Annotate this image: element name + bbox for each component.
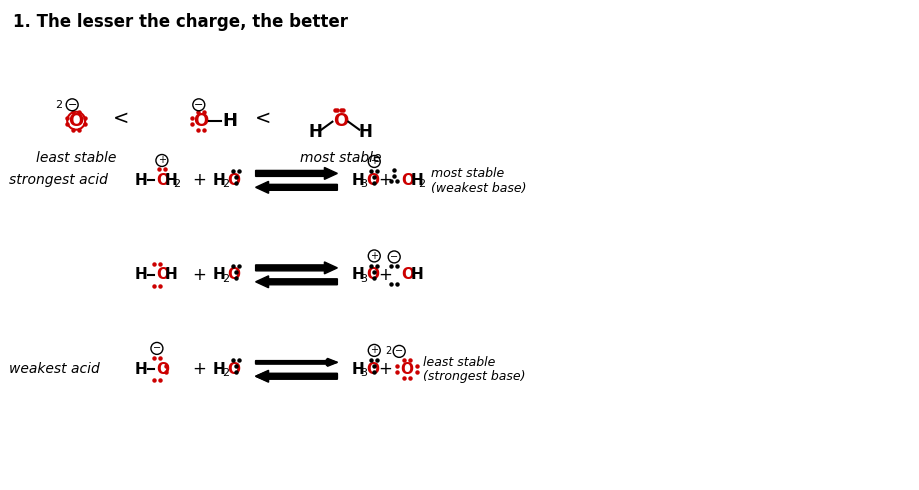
Text: least stable: least stable bbox=[423, 356, 495, 369]
Text: H: H bbox=[212, 362, 225, 377]
Text: <: < bbox=[255, 109, 270, 128]
Text: −: − bbox=[153, 343, 161, 353]
Text: (strongest base): (strongest base) bbox=[423, 370, 525, 383]
Text: least stable: least stable bbox=[36, 150, 116, 165]
Text: O: O bbox=[366, 268, 379, 282]
Text: 2: 2 bbox=[221, 368, 229, 378]
Text: 2: 2 bbox=[221, 274, 229, 284]
Text: most stable: most stable bbox=[431, 167, 504, 180]
Text: −: − bbox=[390, 252, 398, 262]
Polygon shape bbox=[255, 181, 337, 193]
Text: H: H bbox=[165, 268, 177, 282]
Text: H: H bbox=[222, 112, 237, 130]
Text: 3: 3 bbox=[360, 179, 367, 189]
Polygon shape bbox=[255, 262, 337, 274]
Text: 2: 2 bbox=[221, 179, 229, 189]
Text: 2: 2 bbox=[417, 179, 425, 189]
Text: most stable: most stable bbox=[300, 150, 380, 165]
Text: H: H bbox=[308, 122, 322, 141]
Text: O: O bbox=[228, 173, 241, 188]
Text: H: H bbox=[134, 362, 147, 377]
Text: −: − bbox=[394, 346, 403, 356]
Text: 2: 2 bbox=[173, 179, 180, 189]
Text: weakest acid: weakest acid bbox=[9, 362, 100, 376]
Text: O: O bbox=[228, 268, 241, 282]
Text: H: H bbox=[351, 362, 364, 377]
Text: +: + bbox=[378, 360, 391, 378]
Text: +: + bbox=[192, 172, 206, 189]
Text: +: + bbox=[378, 172, 391, 189]
Text: 2: 2 bbox=[55, 100, 62, 110]
Text: <: < bbox=[113, 109, 129, 128]
Text: H: H bbox=[134, 173, 147, 188]
Text: 3: 3 bbox=[360, 368, 367, 378]
Text: H: H bbox=[358, 122, 372, 141]
Text: H: H bbox=[351, 173, 364, 188]
Text: +: + bbox=[158, 155, 165, 166]
Polygon shape bbox=[255, 358, 337, 367]
Text: O: O bbox=[333, 112, 347, 130]
Text: +: + bbox=[192, 360, 206, 378]
Text: 2: 2 bbox=[384, 346, 391, 356]
Text: −: − bbox=[194, 100, 203, 110]
Text: O: O bbox=[155, 268, 169, 282]
Text: strongest acid: strongest acid bbox=[9, 173, 108, 187]
Text: 3: 3 bbox=[360, 274, 367, 284]
Text: O: O bbox=[68, 112, 84, 130]
Text: O: O bbox=[366, 362, 379, 377]
Text: −: − bbox=[67, 100, 77, 110]
Text: H: H bbox=[212, 268, 225, 282]
Text: O: O bbox=[155, 173, 169, 188]
Text: H: H bbox=[351, 268, 364, 282]
Text: O: O bbox=[401, 173, 414, 188]
Text: +: + bbox=[369, 251, 378, 261]
Text: O: O bbox=[155, 362, 169, 377]
Text: O: O bbox=[228, 362, 241, 377]
Text: (weakest base): (weakest base) bbox=[431, 182, 526, 195]
Text: O: O bbox=[401, 362, 414, 377]
Text: H: H bbox=[134, 268, 147, 282]
Polygon shape bbox=[255, 359, 337, 366]
Text: +: + bbox=[369, 156, 378, 167]
Text: H: H bbox=[212, 173, 225, 188]
Text: +: + bbox=[192, 266, 206, 284]
Text: H: H bbox=[410, 173, 423, 188]
Text: O: O bbox=[366, 173, 379, 188]
Polygon shape bbox=[255, 168, 337, 179]
Text: 1. The lesser the charge, the better: 1. The lesser the charge, the better bbox=[14, 13, 348, 31]
Polygon shape bbox=[255, 276, 337, 288]
Polygon shape bbox=[255, 370, 337, 382]
Polygon shape bbox=[255, 372, 337, 381]
Text: H: H bbox=[165, 173, 177, 188]
Text: +: + bbox=[369, 345, 378, 355]
Text: O: O bbox=[401, 268, 414, 282]
Text: H: H bbox=[410, 268, 423, 282]
Text: O: O bbox=[193, 112, 209, 130]
Text: +: + bbox=[378, 266, 391, 284]
